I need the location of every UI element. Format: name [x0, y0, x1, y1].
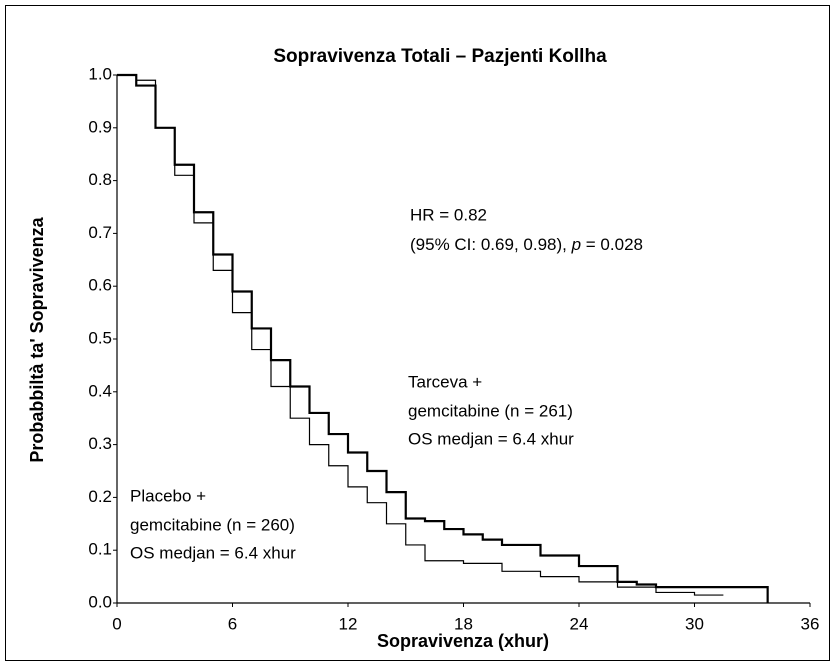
annotation: HR = 0.82 — [410, 205, 487, 224]
survival-curve — [117, 73, 769, 603]
y-tick-label: 0.9 — [88, 117, 112, 136]
x-tick-label: 18 — [454, 614, 473, 633]
y-tick-label: 0.1 — [88, 540, 112, 559]
y-tick-label: 0.8 — [88, 170, 112, 189]
y-axis-label: Probabbiltà ta' Sopravivenza — [27, 216, 47, 462]
frame — [5, 5, 830, 661]
annotation: OS medjan = 6.4 xhur — [130, 543, 296, 562]
y-tick-label: 0.7 — [88, 223, 112, 242]
y-tick-label: 0.6 — [88, 276, 112, 295]
annotation: Placebo + — [130, 486, 206, 505]
y-tick-label: 0.0 — [88, 592, 112, 611]
x-tick-label: 24 — [570, 614, 589, 633]
annotation: OS medjan = 6.4 xhur — [408, 429, 574, 448]
annotation: gemcitabine (n = 261) — [408, 401, 573, 420]
annotation-part: = 0.028 — [581, 235, 643, 254]
y-tick-label: 1.0 — [88, 64, 112, 83]
annotation-part: p — [571, 235, 581, 254]
annotation-part: (95% CI: 0.69, 0.98), — [410, 235, 572, 254]
chart-title: Sopravivenza Totali – Pazjenti Kollha — [273, 46, 607, 67]
y-tick-label: 0.3 — [88, 434, 112, 453]
annotation: Tarceva + — [408, 372, 482, 391]
x-tick-label: 6 — [228, 614, 237, 633]
annotation: gemcitabine (n = 260) — [130, 515, 295, 534]
x-tick-label: 0 — [112, 614, 121, 633]
survival-curve — [117, 74, 724, 596]
x-axis-label: Sopravivenza (xhur) — [377, 631, 549, 651]
y-tick-label: 0.5 — [88, 328, 112, 347]
y-tick-label: 0.2 — [88, 487, 112, 506]
x-tick-label: 36 — [801, 614, 820, 633]
annotation: (95% CI: 0.69, 0.98), p = 0.028 — [410, 235, 643, 254]
x-tick-label: 12 — [339, 614, 358, 633]
x-tick-label: 30 — [685, 614, 704, 633]
y-tick-label: 0.4 — [88, 381, 112, 400]
